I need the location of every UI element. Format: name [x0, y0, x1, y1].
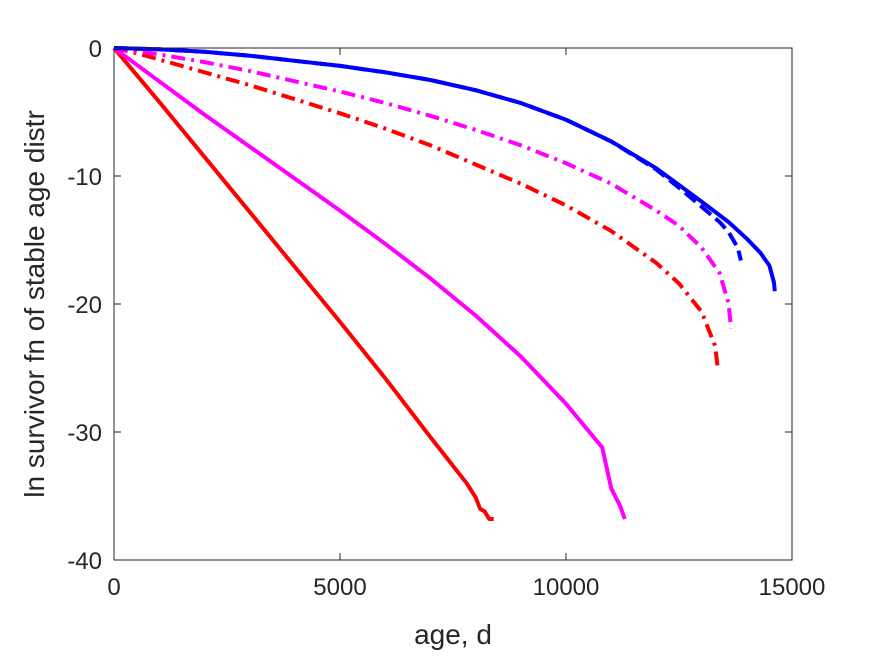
x-tick-label: 5000 — [313, 574, 366, 601]
x-axis-label: age, d — [414, 619, 492, 650]
series-line-4 — [113, 46, 733, 329]
tick-labels-layer: 0 5000 10000 15000 0 -10 -20 -30 -40 — [67, 36, 825, 601]
series-line-3 — [113, 46, 720, 366]
series-layer — [112, 46, 777, 521]
series-line-1 — [112, 46, 494, 521]
x-tick-label: 10000 — [533, 574, 600, 601]
y-tick-label: -30 — [67, 420, 102, 447]
y-tick-label: -20 — [67, 292, 102, 319]
series-line-2 — [112, 46, 627, 520]
ticks-layer — [113, 47, 793, 561]
y-axis-label: ln survivor fn of stable age distr — [19, 110, 50, 498]
y-tick-label: -10 — [67, 164, 102, 191]
series-line-6 — [113, 46, 777, 292]
x-tick-label: 15000 — [759, 574, 826, 601]
x-tick-label: 0 — [107, 574, 120, 601]
plot-area — [114, 48, 792, 560]
y-tick-label: 0 — [89, 36, 102, 63]
y-tick-label: -40 — [67, 548, 102, 575]
